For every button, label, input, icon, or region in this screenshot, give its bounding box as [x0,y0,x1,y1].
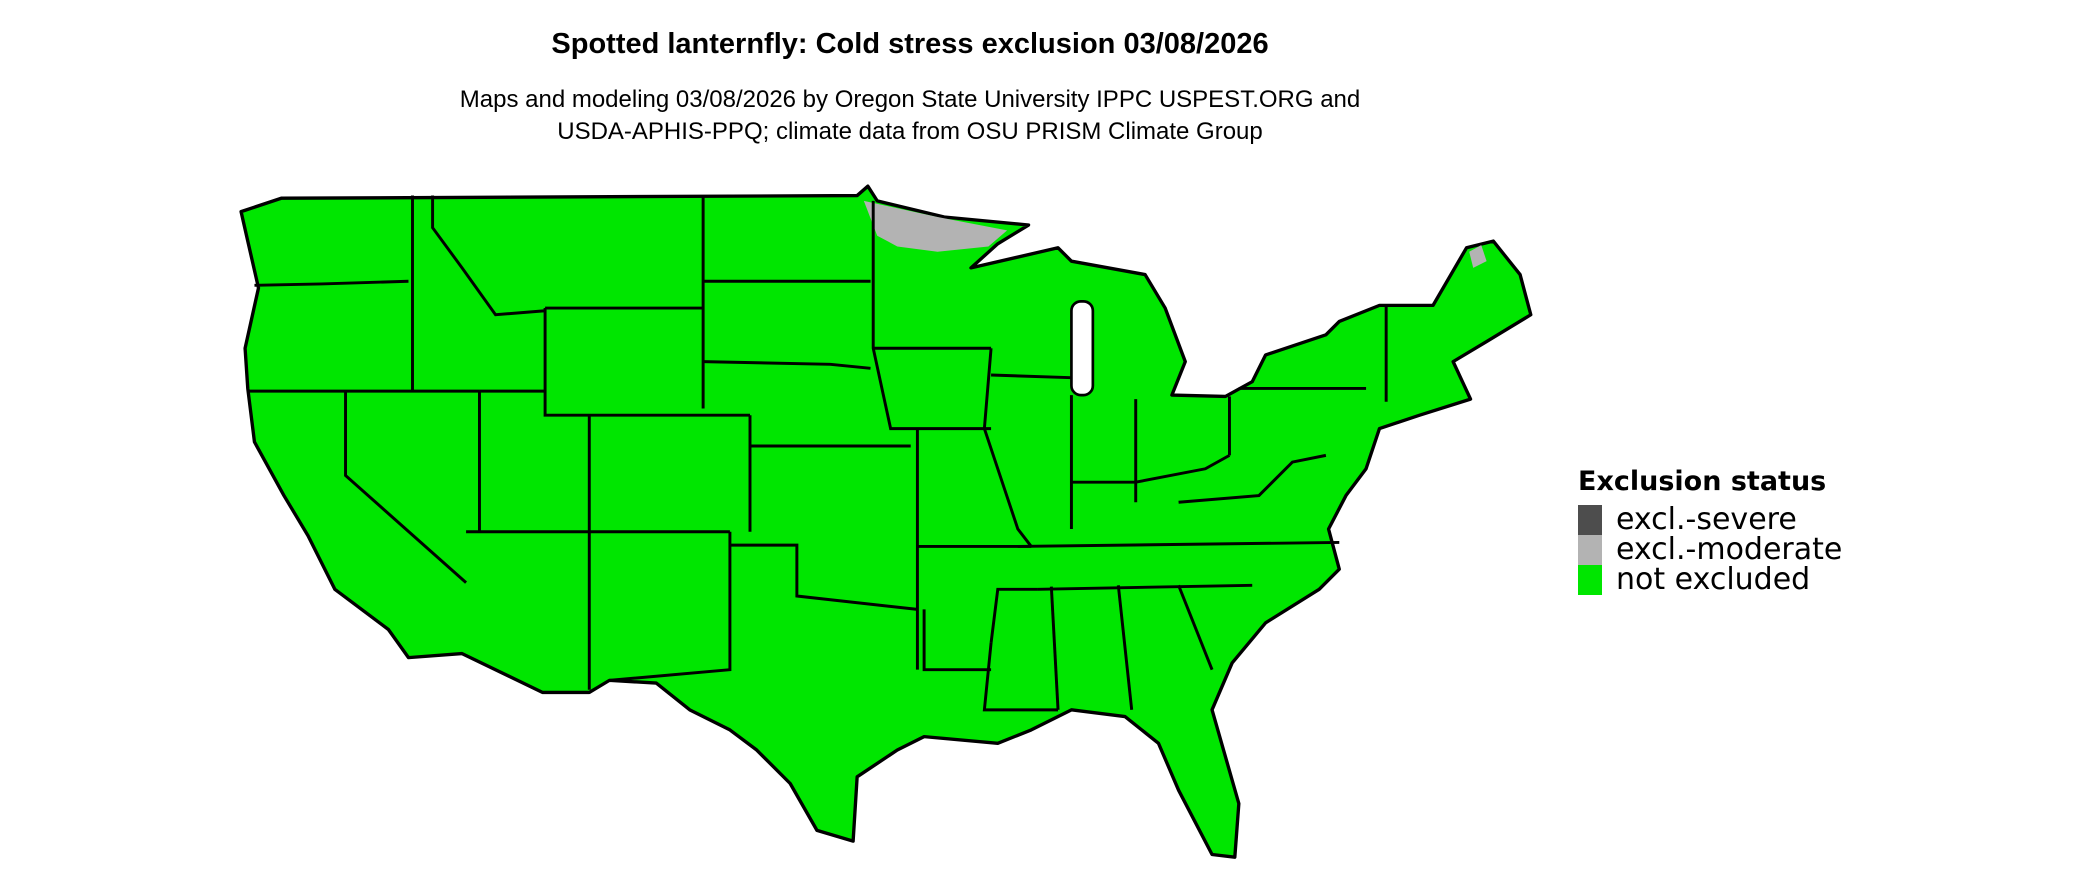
state-borders [247,195,1388,712]
subtitle-line-1: Maps and modeling 03/08/2026 by Oregon S… [459,86,1361,113]
legend-item-severe: excl.-severe [1578,505,1842,535]
lake-michigan [1070,300,1095,397]
legend-item-moderate: excl.-moderate [1578,535,1842,565]
moderate-exclusion-minnesota [863,200,1008,252]
legend-label: excl.-moderate [1616,532,1843,567]
legend-label: excl.-severe [1616,502,1797,537]
moderate-exclusion-maine [1469,245,1487,268]
legend-swatch-moderate [1578,535,1602,565]
legend-item-not-excluded: not excluded [1578,565,1842,595]
map-title: Spotted lanternfly: Cold stress exclusio… [551,28,1269,60]
legend: Exclusion status excl.-severe excl.-mode… [1578,466,1842,595]
legend-swatch-not-excluded [1578,565,1602,595]
subtitle-line-2: USDA-APHIS-PPQ; climate data from OSU PR… [557,118,1263,145]
legend-title: Exclusion status [1578,466,1827,497]
map-subtitle: Maps and modeling 03/08/2026 by Oregon S… [0,84,1820,148]
us-outline [239,184,1533,859]
legend-label: not excluded [1616,562,1811,597]
legend-swatch-severe [1578,505,1602,535]
